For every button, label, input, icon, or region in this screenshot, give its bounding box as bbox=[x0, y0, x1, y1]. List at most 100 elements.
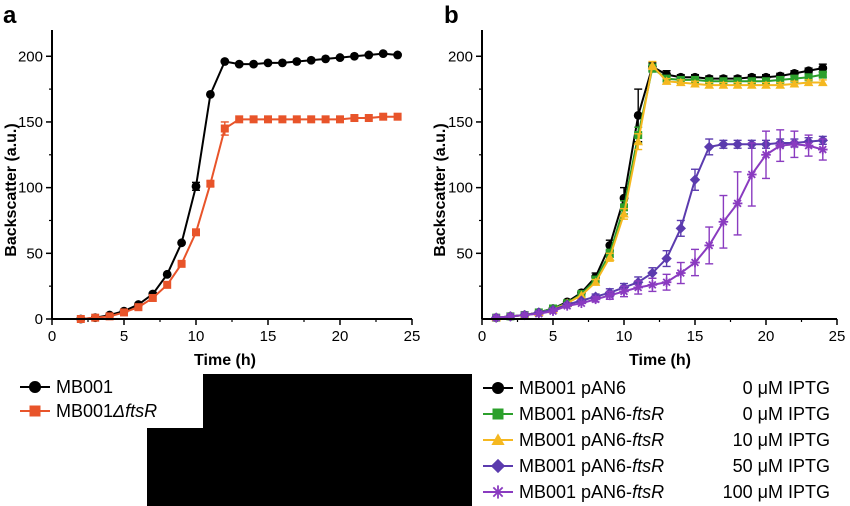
panel-b-data-point bbox=[718, 216, 729, 227]
legend-concentration: 0 μM IPTG bbox=[743, 404, 830, 424]
panel-a-data-point bbox=[335, 53, 345, 62]
panel-b-data-point bbox=[548, 306, 558, 316]
panel-a-data-point bbox=[379, 112, 388, 121]
panel-b-series bbox=[491, 60, 828, 323]
panel-a-y-tick-label: 200 bbox=[18, 48, 43, 65]
panel-a-data-point bbox=[148, 293, 157, 302]
panel-b-data-point bbox=[761, 80, 771, 89]
panel-b-data-point bbox=[576, 290, 587, 299]
panel-b-legend-item: MB001 pAN6-ftsR bbox=[483, 430, 664, 450]
legend-label-part: MB001 pAN6- bbox=[519, 404, 632, 424]
panel-a-data-point bbox=[306, 55, 316, 65]
panel-b-x-tick-label: 20 bbox=[758, 328, 775, 345]
panel-b-series-line bbox=[496, 139, 823, 319]
panel-a-data-point bbox=[336, 115, 344, 124]
panel-b-series-line bbox=[496, 63, 823, 319]
panel-b-data-point bbox=[534, 308, 544, 319]
panel-a-data-point bbox=[105, 312, 114, 321]
panel-a-data-point bbox=[393, 112, 402, 121]
panel-a-y-tick-label: 50 bbox=[26, 245, 43, 262]
panel-b-data-point bbox=[619, 209, 629, 218]
panel-b-data-point bbox=[718, 80, 729, 89]
legend-label-part: ftsR bbox=[632, 456, 664, 476]
legend-label: MB001 pAN6-ftsR bbox=[519, 456, 664, 476]
panel-b-data-point bbox=[818, 63, 828, 73]
panel-a-data-point bbox=[91, 313, 100, 322]
panel-a-x-axis-label: Time (h) bbox=[194, 352, 256, 369]
panel-b-data-point bbox=[661, 277, 672, 288]
panel-b-x-tick-label: 15 bbox=[687, 328, 704, 345]
panel-a-series bbox=[76, 49, 402, 324]
panel-b-data-point bbox=[804, 73, 813, 82]
panel-a-data-point bbox=[264, 115, 272, 124]
panel-b-series-line bbox=[496, 66, 823, 319]
legend-label: MB001 bbox=[56, 377, 113, 397]
legend-marker-sample bbox=[29, 405, 41, 417]
panel-b-data-point bbox=[590, 277, 601, 286]
panel-b-x-axis-label: Time (h) bbox=[629, 352, 691, 369]
legend-label-part: MB001 bbox=[56, 377, 113, 397]
panel-a-ticks: 0 5 10 15 20 25 0 50 100 150 200 bbox=[18, 48, 420, 345]
panel-a-data-point bbox=[249, 115, 258, 124]
panel-a-data-point bbox=[220, 57, 230, 66]
panel-a-data-point bbox=[321, 54, 330, 64]
panel-b-y-tick-label: 50 bbox=[456, 245, 473, 262]
panel-b-data-point bbox=[605, 290, 615, 301]
panel-b-data-point bbox=[776, 75, 785, 84]
legend-concentration: 10 μM IPTG bbox=[733, 430, 830, 450]
panel-b-data-point bbox=[576, 298, 587, 309]
panel-b-y-tick-label: 150 bbox=[448, 114, 473, 131]
panel-a-data-point bbox=[364, 114, 373, 123]
panel-b-data-point bbox=[633, 110, 643, 120]
panel-a-data-point bbox=[307, 115, 316, 124]
legend-marker-sample bbox=[491, 485, 505, 499]
legend-label: MB001 pAN6-ftsR bbox=[519, 404, 664, 424]
legend-concentration: 100 μM IPTG bbox=[723, 482, 830, 502]
panel-b-data-point bbox=[704, 80, 714, 89]
panel-a-data-point bbox=[134, 303, 143, 312]
panel-a-data-point bbox=[191, 181, 201, 191]
panel-a-data-point bbox=[120, 308, 128, 317]
panel-b-data-point bbox=[818, 70, 827, 79]
panel-a-data-point bbox=[235, 115, 244, 124]
panel-b-y-tick-label: 100 bbox=[448, 180, 473, 197]
panel-b-y-tick-label: 200 bbox=[448, 48, 473, 65]
panel-b-data-point bbox=[804, 66, 813, 76]
panel-b-series-3 bbox=[491, 135, 828, 323]
panel-b-data-point bbox=[818, 144, 828, 155]
panel-a-data-point bbox=[177, 238, 187, 248]
panel-a-data-point bbox=[249, 59, 258, 69]
panel-b-legend-item: MB001 pAN6-ftsR bbox=[483, 482, 664, 502]
panel-a-legend-item: MB001ΔftsR bbox=[20, 401, 157, 421]
legend-marker-sample bbox=[491, 381, 505, 395]
panel-a-data-point bbox=[350, 51, 359, 61]
panel-b-x-tick-label: 10 bbox=[616, 328, 633, 345]
redaction-block bbox=[147, 374, 472, 506]
legend-label-part: ftsR bbox=[632, 430, 664, 450]
panel-a-data-point bbox=[206, 89, 215, 99]
legend-marker-sample bbox=[491, 433, 505, 445]
panel-b-data-point bbox=[619, 286, 629, 297]
panel-b-data-point bbox=[704, 141, 715, 153]
panel-b-legend-item: MB001 pAN6-ftsR bbox=[483, 404, 664, 424]
panel-a-x-tick-label: 25 bbox=[404, 328, 421, 345]
panel-b-x-tick-label: 0 bbox=[478, 328, 486, 345]
panel-b-data-point bbox=[747, 169, 757, 180]
legend-label-part: MB001 pAN6- bbox=[519, 456, 632, 476]
panel-b-data-point bbox=[676, 77, 686, 87]
panel-a-x-tick-label: 20 bbox=[332, 328, 349, 345]
legend-label-part: ftsR bbox=[632, 404, 664, 424]
legend-label-part: MB001 pAN6 bbox=[519, 378, 626, 398]
panel-a-series-line bbox=[80, 52, 398, 320]
panel-b-data-point bbox=[732, 80, 743, 89]
panel-a-y-tick-label: 100 bbox=[18, 180, 43, 197]
panel-a-data-point bbox=[192, 228, 200, 237]
panel-b-data-point bbox=[818, 77, 828, 87]
panel-a-y-tick-label: 0 bbox=[35, 311, 43, 328]
legend-label: MB001ΔftsR bbox=[56, 401, 157, 421]
panel-a-x-tick-label: 0 bbox=[48, 328, 56, 345]
panel-a-data-point bbox=[321, 115, 330, 124]
panel-a-data-point bbox=[278, 58, 287, 68]
panel-a-data-point bbox=[234, 59, 244, 69]
panel-b-x-tick-label: 25 bbox=[829, 328, 846, 345]
